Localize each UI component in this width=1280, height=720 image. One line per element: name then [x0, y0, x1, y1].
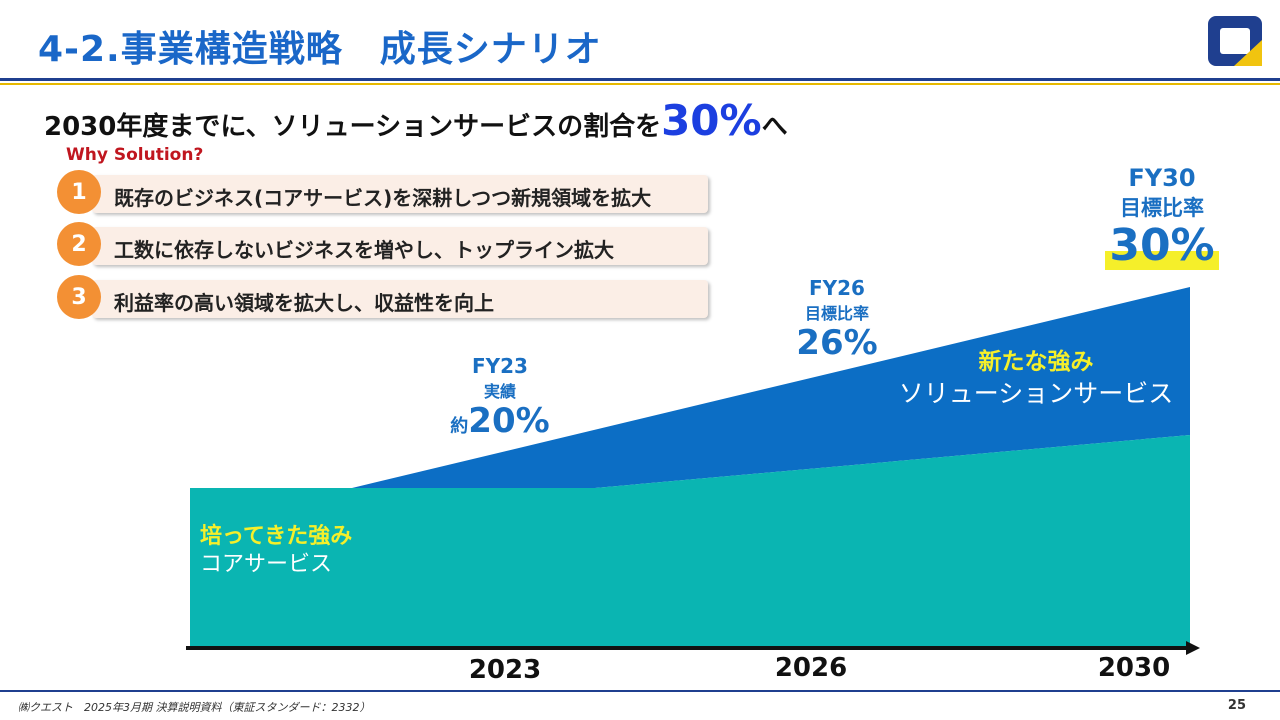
headline-accent: 30% — [661, 96, 762, 145]
annotation-sub: 実績 — [483, 382, 516, 401]
footer-text: ㈱クエスト 2025年3月期 決算説明資料（東証スタンダード：2332） — [18, 701, 371, 714]
annotation-value: 30% — [1105, 222, 1219, 270]
reason-box-3: 利益率の高い領域を拡大し、収益性を向上 — [92, 280, 708, 318]
x-tick-label: 2023 — [469, 655, 541, 685]
annotation-sub: 目標比率 — [804, 304, 869, 323]
reason-box-2: 工数に依存しないビジネスを増やし、トップライン拡大 — [92, 227, 708, 265]
solution-series-label: 新たな強み ソリューションサービス — [898, 346, 1174, 410]
x-tick-label: 2030 — [1098, 653, 1170, 683]
core-area — [190, 435, 1190, 647]
core-label: コアサービス — [200, 552, 333, 577]
annotation-prefix: 約 — [450, 416, 469, 437]
solution-label: ソリューションサービス — [898, 379, 1174, 408]
core-label-em: 培ってきた強み — [200, 524, 353, 549]
headline: 2030年度までに、ソリューションサービスの割合を30%へ — [44, 96, 788, 145]
annotation-fy30: FY30 目標比率 30% — [1100, 164, 1224, 270]
footer-rule — [0, 690, 1280, 692]
annotation-fy26: FY26 目標比率 26% — [785, 276, 889, 362]
reason-number-badge: 3 — [57, 275, 101, 319]
header-rule — [0, 78, 1280, 81]
reason-text: 既存のビジネス(コアサービス)を深耕しつつ新規領域を拡大 — [114, 186, 652, 210]
solution-label-em: 新たな強み — [978, 349, 1094, 375]
solution-area — [352, 287, 1190, 488]
annotation-fy: FY30 — [1128, 164, 1196, 192]
reason-number-badge: 2 — [57, 222, 101, 266]
annotation-value: 26% — [796, 323, 878, 363]
reason-text: 工数に依存しないビジネスを増やし、トップライン拡大 — [114, 238, 614, 262]
why-heading: Why Solution? — [66, 145, 204, 165]
company-logo-icon — [1208, 16, 1262, 66]
annotation-fy: FY23 — [472, 354, 528, 378]
headline-post: へ — [761, 112, 788, 142]
core-series-label: 培ってきた強み コアサービス — [200, 523, 352, 579]
annotation-fy: FY26 — [809, 276, 865, 300]
reason-text: 利益率の高い領域を拡大し、収益性を向上 — [114, 291, 494, 315]
annotation-sub: 目標比率 — [1120, 196, 1204, 220]
annotation-value: 20% — [468, 401, 550, 441]
x-tick-label: 2026 — [775, 653, 847, 683]
reason-number-badge: 1 — [57, 170, 101, 214]
header-rule-accent — [0, 83, 1280, 85]
reason-box-1: 既存のビジネス(コアサービス)を深耕しつつ新規領域を拡大 — [92, 175, 708, 213]
page-title: 4-2.事業構造戦略 成長シナリオ — [38, 29, 602, 70]
page-number: 25 — [1227, 698, 1246, 713]
x-axis-arrowhead — [1186, 641, 1200, 655]
headline-pre: 2030年度までに、ソリューションサービスの割合を — [44, 112, 662, 142]
annotation-fy23: FY23 実績 約20% — [450, 354, 550, 446]
